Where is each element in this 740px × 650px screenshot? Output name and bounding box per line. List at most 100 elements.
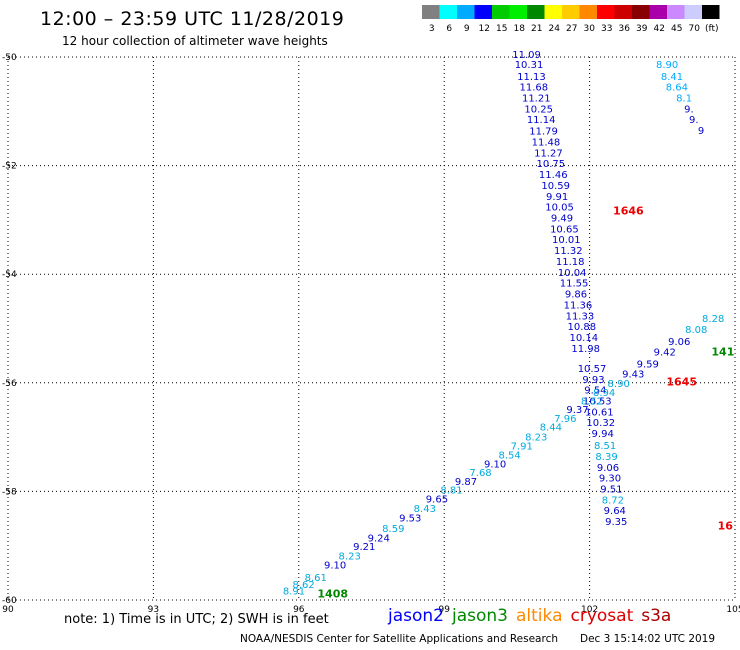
lat-label: -58 <box>2 487 17 497</box>
wave-height-value: 10.25 <box>524 104 553 115</box>
legend-jason3: jason3 <box>452 606 508 626</box>
wave-height-value: 7.91 <box>511 442 533 453</box>
wave-height-value: 8.72 <box>602 495 624 506</box>
wave-height-value: 9.87 <box>455 477 477 488</box>
colorbar-legend: 3 6 9 12 15 18 21 24 27 30 33 36 39 42 45 70 (ft) <box>422 5 720 34</box>
wave-height-value: 8.90 <box>656 60 678 71</box>
colorbar-swatch <box>492 5 510 19</box>
wave-height-value: 11.79 <box>529 127 558 138</box>
wave-height-value: 8.91 <box>283 587 305 598</box>
pass-time-label: 1408 <box>317 587 348 600</box>
colorbar-label: 30 <box>584 24 596 34</box>
colorbar-swatch <box>649 5 667 19</box>
pass-time-label: 1646 <box>613 204 644 217</box>
wave-height-value: 10.88 <box>568 322 597 333</box>
colorbar-swatch <box>614 5 632 19</box>
wave-height-value: 11.46 <box>539 170 568 181</box>
wave-height-value: 9.06 <box>597 463 619 474</box>
wave-height-value: 10.31 <box>515 60 544 71</box>
wave-height-value: 9.93 <box>582 375 604 386</box>
colorbar-label: 18 <box>514 24 526 34</box>
legend-cryosat: cryosat <box>570 606 634 626</box>
wave-height-value: 11.21 <box>522 94 551 105</box>
wave-height-value: 9.86 <box>565 290 587 301</box>
lat-label: -50 <box>2 53 17 63</box>
wave-height-value: 8.52 <box>581 397 603 408</box>
wave-height-value: 9.43 <box>622 369 644 380</box>
wave-height-value: 9.21 <box>353 542 375 553</box>
wave-height-value: 10.32 <box>586 418 615 429</box>
pass-time-label: 1645 <box>666 376 697 389</box>
colorbar-swatch <box>544 5 562 19</box>
wave-height-value: 10.61 <box>585 407 614 418</box>
wave-height-value: 7.68 <box>469 468 491 479</box>
wave-height-value: 9.10 <box>324 561 346 572</box>
colorbar-label: 70 <box>689 24 701 34</box>
wave-height-value: 8.54 <box>498 450 520 461</box>
wave-height-value: 9.10 <box>484 460 506 471</box>
wave-height-value: 11.98 <box>571 344 600 355</box>
wave-height-value: 10.05 <box>545 203 574 214</box>
wave-height-value: 9.42 <box>654 348 676 359</box>
wave-height-value: 9.53 <box>399 513 421 524</box>
wave-height-value: 11.55 <box>560 279 589 290</box>
colorbar-swatch <box>457 5 475 19</box>
wave-height-value: 10.01 <box>552 235 581 246</box>
colorbar-label: 21 <box>531 24 542 34</box>
colorbar-swatch <box>562 5 580 19</box>
wave-height-value: 10.59 <box>541 181 570 192</box>
wave-height-value: 8.61 <box>305 573 327 584</box>
lon-label: 102 <box>581 605 598 615</box>
wave-height-value: 8.51 <box>594 441 616 452</box>
wave-height-value: 8.39 <box>595 452 617 463</box>
legend-jason2: jason2 <box>388 606 444 626</box>
map-title: 12:00 – 23:59 UTC 11/28/2019 <box>40 8 345 30</box>
colorbar-swatch <box>684 5 702 19</box>
colorbar-label: 6 <box>446 24 452 34</box>
wave-height-value: 7.96 <box>554 414 576 425</box>
wave-height-value: 8.28 <box>702 314 724 325</box>
wave-height-value: 8.23 <box>525 432 547 443</box>
wave-height-value: 8.94 <box>593 388 615 399</box>
wave-height-value: 9.24 <box>368 533 390 544</box>
wave-height-value: 11.36 <box>564 300 593 311</box>
wave-height-value: 8.41 <box>661 72 683 83</box>
wave-height-value: 8.59 <box>382 524 404 535</box>
wave-height-value: 11.13 <box>517 72 546 83</box>
colorbar-label: 39 <box>636 24 648 34</box>
wave-height-value: 11.68 <box>520 83 549 94</box>
wave-height-value: 8.44 <box>540 423 562 434</box>
legend-s3a: s3a <box>641 606 672 626</box>
wave-height-value: 9.64 <box>604 506 626 517</box>
map-subtitle: 12 hour collection of altimeter wave hei… <box>62 34 328 48</box>
colorbar-label: 45 <box>671 24 682 34</box>
wave-height-value: 11.09 <box>512 50 541 61</box>
colorbar-swatch <box>439 5 457 19</box>
wave-height-value: 9.06 <box>668 337 690 348</box>
credit-text: NOAA/NESDIS Center for Satellite Applica… <box>240 633 558 645</box>
pass-time-label: 141 <box>711 346 734 359</box>
wave-height-value: 10.75 <box>537 159 566 170</box>
colorbar-label: 36 <box>619 24 631 34</box>
colorbar-swatch <box>702 5 720 19</box>
wave-height-value: 9.94 <box>592 429 614 440</box>
wave-height-value: 8.64 <box>666 83 688 94</box>
wave-height-value: 10.65 <box>550 224 579 235</box>
wave-height-value: 9.35 <box>605 517 627 528</box>
wave-height-value: 11.18 <box>556 257 585 268</box>
wave-height-value: 10.04 <box>558 268 587 279</box>
wave-height-value: 9.37 <box>566 405 588 416</box>
wave-height-value: 10.57 <box>578 364 607 375</box>
legend-altika: altika <box>516 606 563 626</box>
colorbar-swatch <box>597 5 615 19</box>
wave-height-value: 9.30 <box>599 474 621 485</box>
wave-height-value: 8.23 <box>339 551 361 562</box>
colorbar-label: 33 <box>601 24 612 34</box>
wave-height-value: 8.08 <box>685 325 707 336</box>
lon-label: 99 <box>438 605 450 615</box>
wave-height-value: 9.91 <box>546 192 568 203</box>
colorbar-swatch <box>509 5 527 19</box>
credit-timestamp: Dec 3 15:14:02 UTC 2019 <box>580 633 716 645</box>
lat-label: -52 <box>2 162 17 172</box>
wave-height-value: 9. <box>684 104 694 115</box>
